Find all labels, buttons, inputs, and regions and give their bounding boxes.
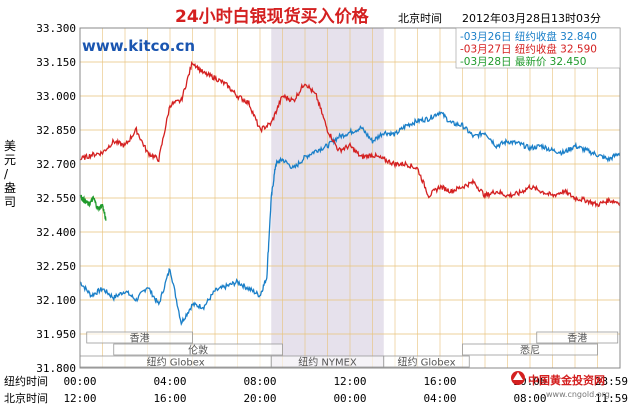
- y-tick-label: 31.950: [36, 328, 76, 341]
- legend: -03月26日 纽约收盘 32.840-03月27日 纽约收盘 32.590-0…: [455, 27, 621, 69]
- session-label: 纽约 NYMEX: [298, 356, 357, 369]
- y-tick-label: 32.400: [36, 226, 76, 239]
- x-tick-label-ny: 00:00: [63, 375, 96, 388]
- x-tick-label-ny: 04:00: [153, 375, 186, 388]
- session-label: 纽约 Globex: [397, 356, 455, 369]
- x-row2-label: 北京时间: [4, 391, 48, 405]
- x-tick-label-bj: 00:00: [333, 392, 366, 405]
- grid-lines: [79, 27, 621, 369]
- x-row1-label: 纽约时间: [4, 374, 48, 388]
- y-axis-label: 美元/盎司: [4, 139, 16, 209]
- chart-title: 24小时白银现货买入价格: [175, 6, 370, 27]
- y-tick-label: 33.000: [36, 90, 76, 103]
- x-tick-labels: 00:00 04:00 08:00 12:00 16:00 20:00 23:59 12:00…: [63, 375, 628, 405]
- session-bar: [86, 331, 193, 344]
- timestamp: 2012年03月28日13时03分: [462, 11, 601, 25]
- session-label: 纽约 Globex: [147, 356, 205, 369]
- y-tick-label: 32.100: [36, 294, 76, 307]
- session-bar: [113, 343, 283, 356]
- y-tick-label: 32.700: [36, 158, 76, 171]
- watermark: www.kitco.cn: [82, 37, 195, 55]
- logo-text: 中国黄金投资网: [528, 373, 605, 387]
- plot-frame: [79, 27, 621, 369]
- session-label: 悉尼: [520, 345, 540, 357]
- y-tick-label: 32.550: [36, 192, 76, 205]
- y-tick-label: 32.850: [36, 124, 76, 137]
- x-tick-label-ny: 12:00: [333, 375, 366, 388]
- legend-box: [455, 27, 621, 69]
- series-line-03月28日: [79, 194, 107, 221]
- series-lines: [79, 60, 621, 326]
- x-tick-label-ny: 08:00: [243, 375, 276, 388]
- y-tick-labels: 33.300 33.150 33.000 32.850 32.700 32.550 32.4…: [36, 22, 76, 375]
- x-tick-label-ny: 16:00: [423, 375, 456, 388]
- timezone-label: 北京时间: [398, 11, 442, 25]
- session-label: 香港: [130, 333, 150, 345]
- session-bar: [383, 355, 470, 368]
- x-tick-label-ny: 23:59: [595, 375, 628, 388]
- x-tick-label-bj: 04:00: [423, 392, 456, 405]
- series-line-03月26日: [79, 110, 621, 326]
- x-tick-label-bj: 20:00: [243, 392, 276, 405]
- legend-entry: -03月26日 纽约收盘 32.840: [460, 30, 597, 43]
- logo-url: www.cngold.org: [546, 390, 610, 399]
- cngold-logo: 中国黄金投资网 www.cngold.org: [511, 371, 610, 399]
- x-tick-label-bj: 16:00: [153, 392, 186, 405]
- y-tick-label: 33.150: [36, 56, 76, 69]
- session-label: 伦敦: [188, 344, 208, 357]
- x-tick-label-bj: 11:59: [595, 392, 628, 405]
- x-tick-label-bj: 12:00: [63, 392, 96, 405]
- legend-entry: -03月27日 纽约收盘 32.590: [460, 43, 597, 56]
- y-tick-label: 32.250: [36, 260, 76, 273]
- session-bar: [536, 331, 619, 344]
- session-bar: [462, 343, 598, 356]
- svg-text:美元/盎司: 美元/盎司: [4, 139, 16, 209]
- y-tick-label: 33.300: [36, 22, 76, 35]
- legend-entry: -03月28日 最新价 32.450: [460, 55, 586, 68]
- series-line-03月27日: [79, 60, 621, 209]
- x-tick-label-bj: 08:00: [513, 392, 546, 405]
- session-label: 香港: [567, 333, 587, 345]
- y-tick-label: 31.800: [36, 362, 76, 375]
